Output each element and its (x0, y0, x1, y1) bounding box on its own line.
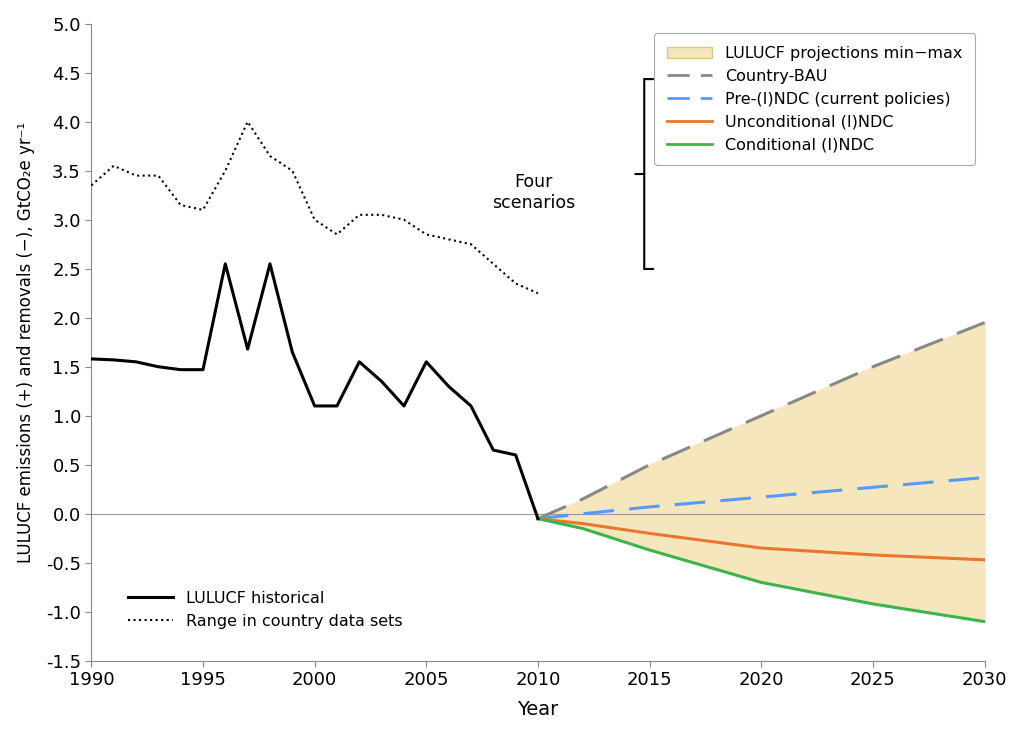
Text: Four
scenarios: Four scenarios (492, 173, 575, 212)
Legend: LULUCF historical, Range in country data sets: LULUCF historical, Range in country data… (117, 580, 414, 640)
X-axis label: Year: Year (517, 701, 558, 719)
Y-axis label: LULUCF emissions (+) and removals (−), GtCO₂e yr⁻¹: LULUCF emissions (+) and removals (−), G… (16, 121, 35, 563)
